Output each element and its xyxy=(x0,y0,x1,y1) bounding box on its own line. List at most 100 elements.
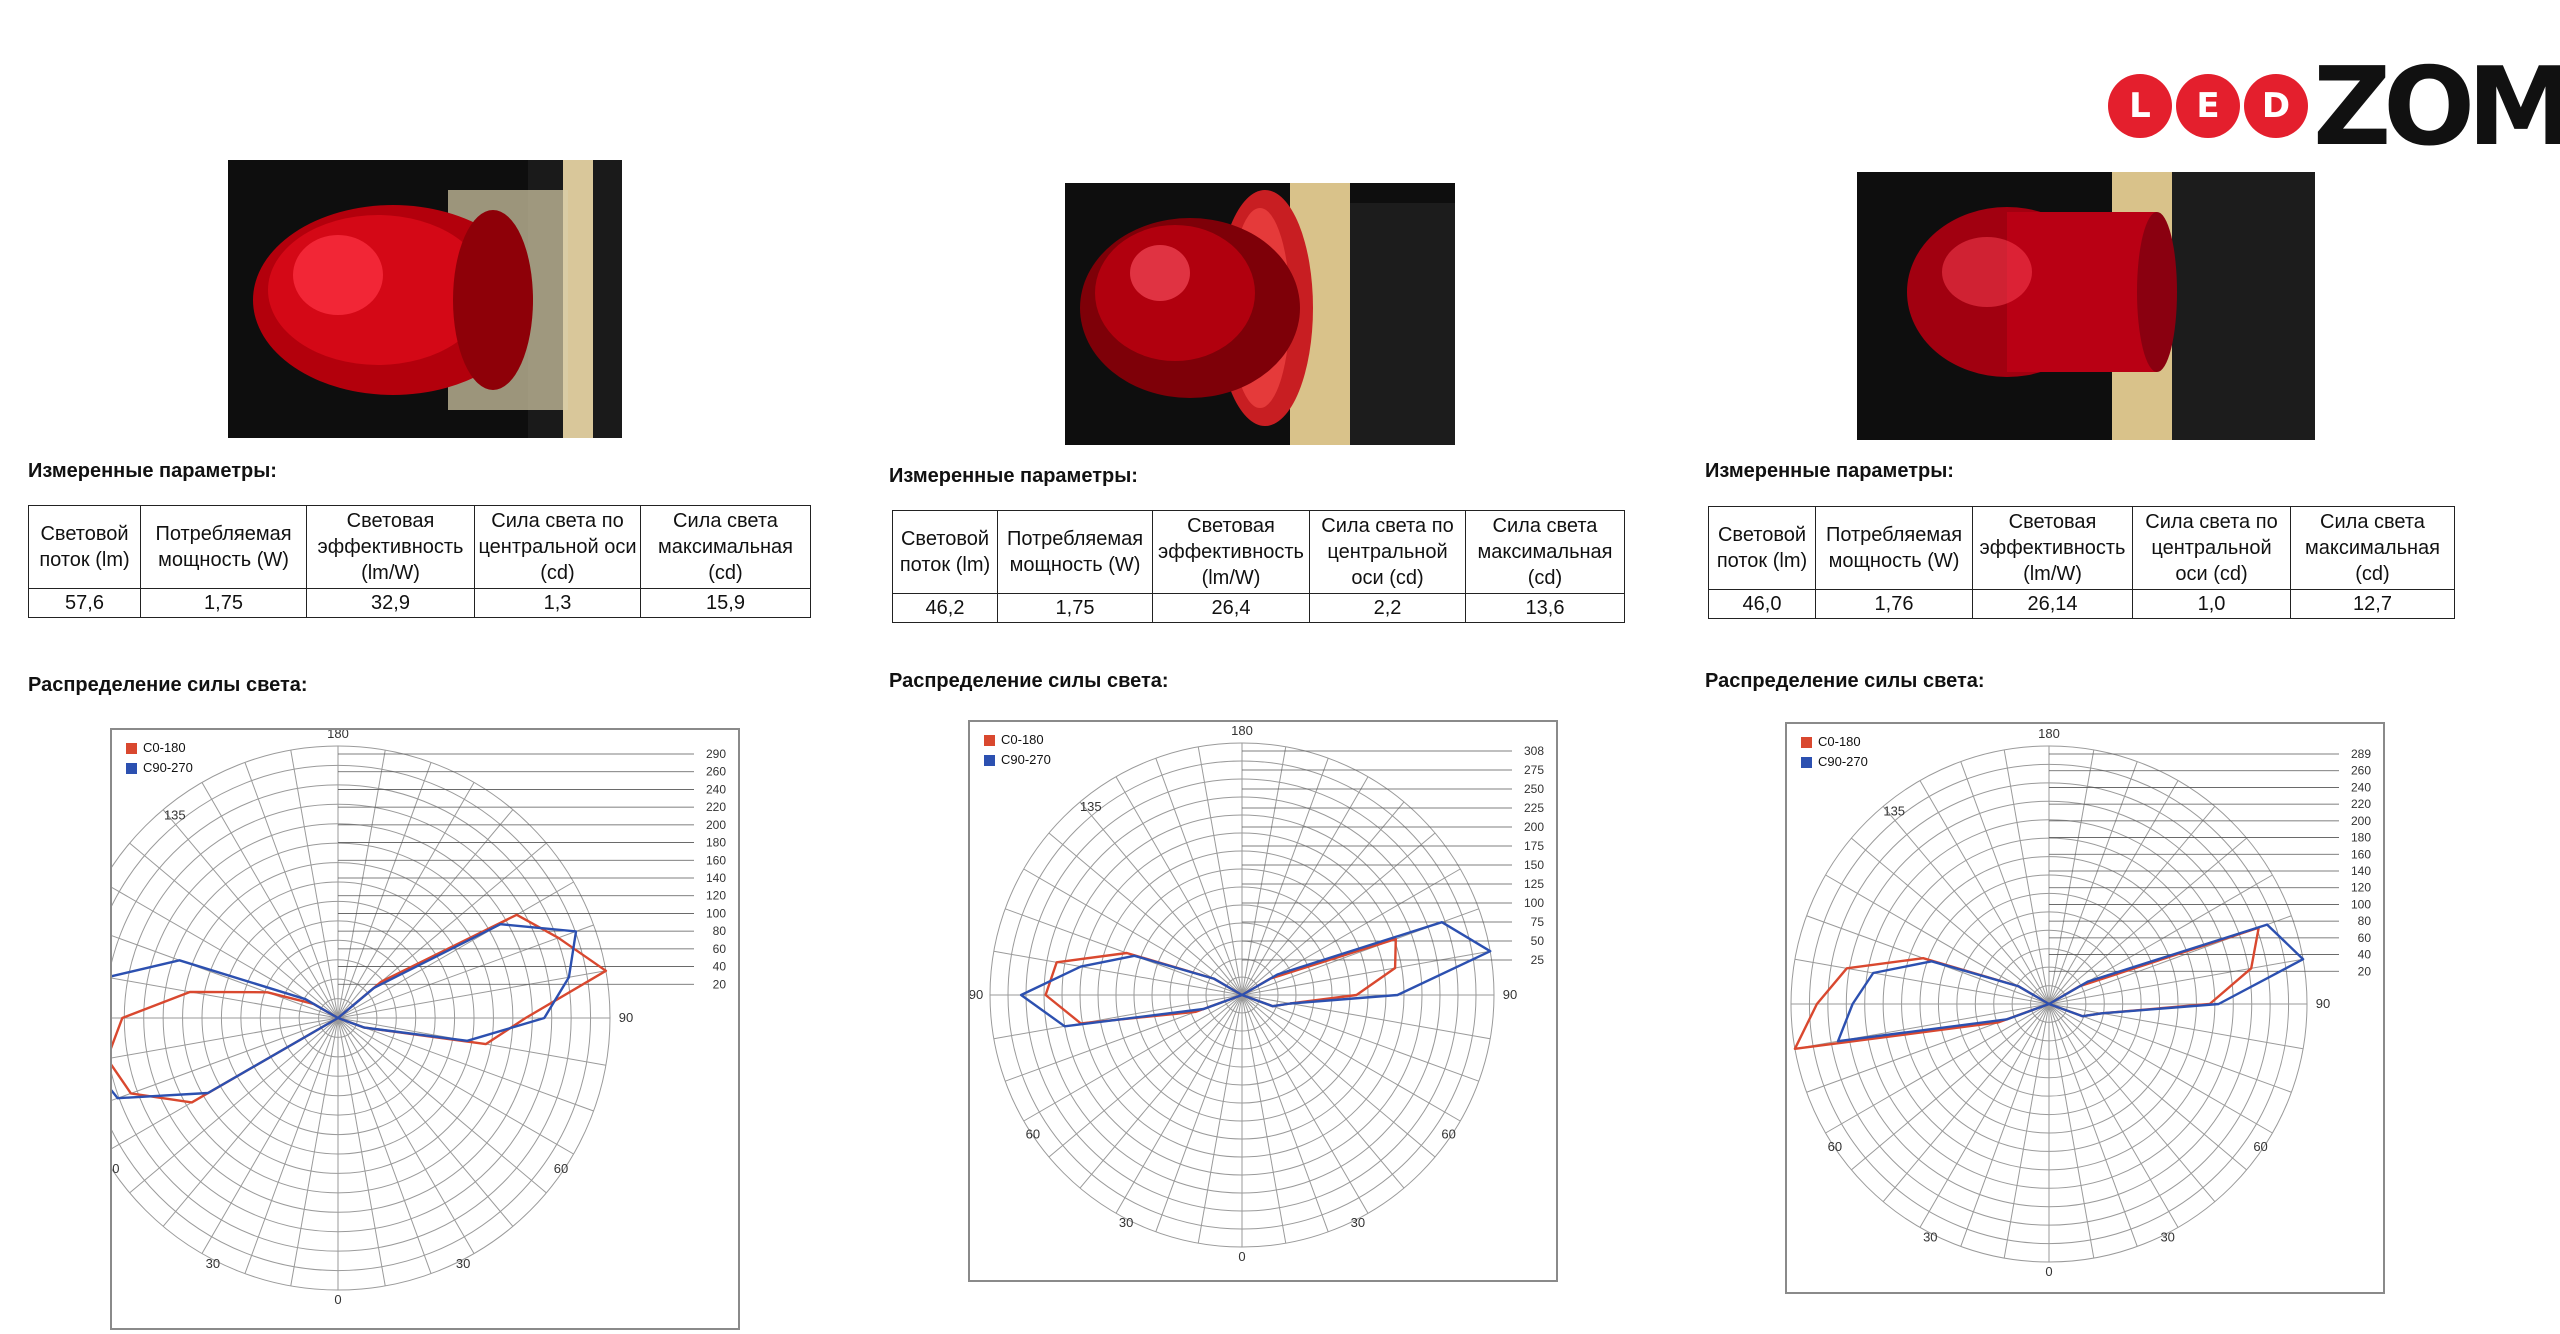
grid-spoke xyxy=(112,935,339,1019)
value-cell: 1,75 xyxy=(997,593,1153,623)
header-cell: Сила света по центральной оси (cd) xyxy=(2132,506,2291,590)
radial-tick-label: 125 xyxy=(1524,877,1544,891)
grid-spoke xyxy=(337,1017,547,1194)
header-cell: Световой поток (lm) xyxy=(1708,506,1816,590)
grid-spoke xyxy=(337,1017,594,1112)
radial-tick-label: 120 xyxy=(2351,881,2371,895)
lamp-photo-3 xyxy=(1857,172,2315,440)
grid-spoke xyxy=(1197,746,1243,996)
header-cell: Сила света максимальная (cd) xyxy=(2290,506,2455,590)
header-cell: Сила света максимальная (cd) xyxy=(1465,510,1625,594)
radial-tick-label: 40 xyxy=(713,960,727,974)
radial-tick-label: 100 xyxy=(706,906,726,920)
polar-chart-svg: 308 275 250 225 200 175 150 125 100 75 50 25 180 135 9… xyxy=(970,723,1545,1264)
legend-entry: C90-270 xyxy=(1801,752,1868,772)
grid-spoke xyxy=(1241,758,1329,996)
grid-spoke xyxy=(1023,994,1243,1122)
chart-legend: C0-180 C90-270 xyxy=(1801,732,1868,772)
value-cell: 57,6 xyxy=(28,588,141,618)
angle-label: 60 xyxy=(1026,1127,1040,1142)
lamp-photo-1 xyxy=(228,160,622,438)
grid-spoke xyxy=(1115,776,1243,996)
angle-label: 0 xyxy=(2045,1264,2052,1279)
grid-spoke xyxy=(337,1017,574,1155)
radial-tick-label: 20 xyxy=(713,977,727,991)
angle-label: 30 xyxy=(2160,1229,2174,1244)
grid-spoke xyxy=(1115,994,1243,1214)
legend-swatch xyxy=(984,734,995,746)
radial-tick-label: 75 xyxy=(1531,915,1545,929)
radial-tick-label: 175 xyxy=(1524,839,1544,853)
grid-spoke xyxy=(2048,1003,2179,1228)
header-cell: Сила света по центральной оси (cd) xyxy=(474,505,641,589)
grid-spoke xyxy=(993,950,1243,996)
polar-chart-1: 290 260 240 220 200 180 160 140 120 100 80 60 40 20 18… xyxy=(110,728,740,1330)
header-cell: Световая эффективность (lm/W) xyxy=(306,505,475,589)
polar-grid xyxy=(1790,745,2308,1263)
value-cell: 12,7 xyxy=(2290,589,2455,619)
radial-tick-label: 60 xyxy=(2358,931,2372,945)
series-line-c90-270 xyxy=(112,922,578,1100)
angle-label: 180 xyxy=(327,730,349,741)
grid-spoke xyxy=(1882,806,2050,1005)
radial-tick-label: 240 xyxy=(706,782,726,796)
grid-spoke xyxy=(201,782,339,1019)
legend-entry: C0-180 xyxy=(1801,732,1868,752)
legend-label: C90-270 xyxy=(1818,754,1868,769)
radial-tick-label: 308 xyxy=(1524,744,1544,758)
legend-swatch xyxy=(126,762,137,774)
radial-tick-label: 160 xyxy=(706,853,726,867)
grid-spoke xyxy=(129,1017,339,1194)
grid-spoke xyxy=(337,1017,514,1227)
chart-legend: C0-180 C90-270 xyxy=(984,730,1051,770)
grid-spoke xyxy=(1851,1003,2050,1171)
grid-spoke xyxy=(337,924,594,1019)
grid-spoke xyxy=(2048,1003,2273,1134)
grid-spoke xyxy=(2048,761,2138,1005)
grid-spoke xyxy=(162,809,339,1019)
grid-spoke xyxy=(1851,837,2050,1005)
grid-spoke xyxy=(1155,994,1243,1232)
grid-spoke xyxy=(1919,1003,2050,1228)
legend-label: C90-270 xyxy=(143,760,193,775)
grid-spoke xyxy=(1825,1003,2050,1134)
grid-spoke xyxy=(1155,758,1243,996)
grid-spoke xyxy=(2048,1003,2304,1050)
series-line-c90-270 xyxy=(1019,920,1492,1028)
grid-spoke xyxy=(2003,749,2050,1005)
grid-spoke xyxy=(1048,832,1243,996)
angle-label: 60 xyxy=(554,1161,568,1176)
polar-chart-svg: 290 260 240 220 200 180 160 140 120 100 80 60 40 20 18… xyxy=(112,730,727,1307)
grid-spoke xyxy=(1241,950,1491,996)
grid-spoke xyxy=(112,977,339,1019)
grid-spoke xyxy=(993,994,1243,1040)
polar-chart-2: 308 275 250 225 200 175 150 125 100 75 50 25 180 135 9… xyxy=(968,720,1558,1282)
grid-spoke xyxy=(112,1017,339,1101)
legend-entry: C90-270 xyxy=(984,750,1051,770)
red-dome-obstruction-lamp-icon xyxy=(1065,183,1455,445)
grid-spoke xyxy=(1960,761,2050,1005)
grid-spoke xyxy=(1023,868,1243,996)
grid-spoke xyxy=(1241,994,1369,1214)
value-cell: 26,14 xyxy=(1972,589,2133,619)
angle-label: 30 xyxy=(456,1256,470,1271)
radial-tick-label: 150 xyxy=(1524,858,1544,872)
grid-spoke xyxy=(337,1017,432,1274)
grid-spoke xyxy=(1241,994,1461,1122)
logo-dot-l: L xyxy=(2108,74,2172,138)
value-cell: 46,2 xyxy=(892,593,998,623)
header-cell: Сила света максимальная (cd) xyxy=(640,505,811,589)
angle-label: 30 xyxy=(1119,1215,1133,1230)
radial-tick-label: 220 xyxy=(706,800,726,814)
angle-label: 180 xyxy=(2038,726,2060,741)
params-title-3: Измеренные параметры: xyxy=(1705,460,1954,482)
ledzom-logo: L E D ZOM xyxy=(2108,48,2560,168)
grid-spoke xyxy=(1960,1003,2050,1247)
legend-entry: C0-180 xyxy=(126,738,193,758)
grid-spoke xyxy=(1882,1003,2050,1202)
angle-label: 135 xyxy=(1080,799,1102,814)
polar-chart-svg: 289 260 240 220 200 180 160 140 120 100 80 60 40 20 18… xyxy=(1790,726,2372,1279)
radial-tick-label: 240 xyxy=(2351,780,2371,794)
grid-spoke xyxy=(1241,746,1287,996)
header-cell: Световой поток (lm) xyxy=(892,510,998,594)
